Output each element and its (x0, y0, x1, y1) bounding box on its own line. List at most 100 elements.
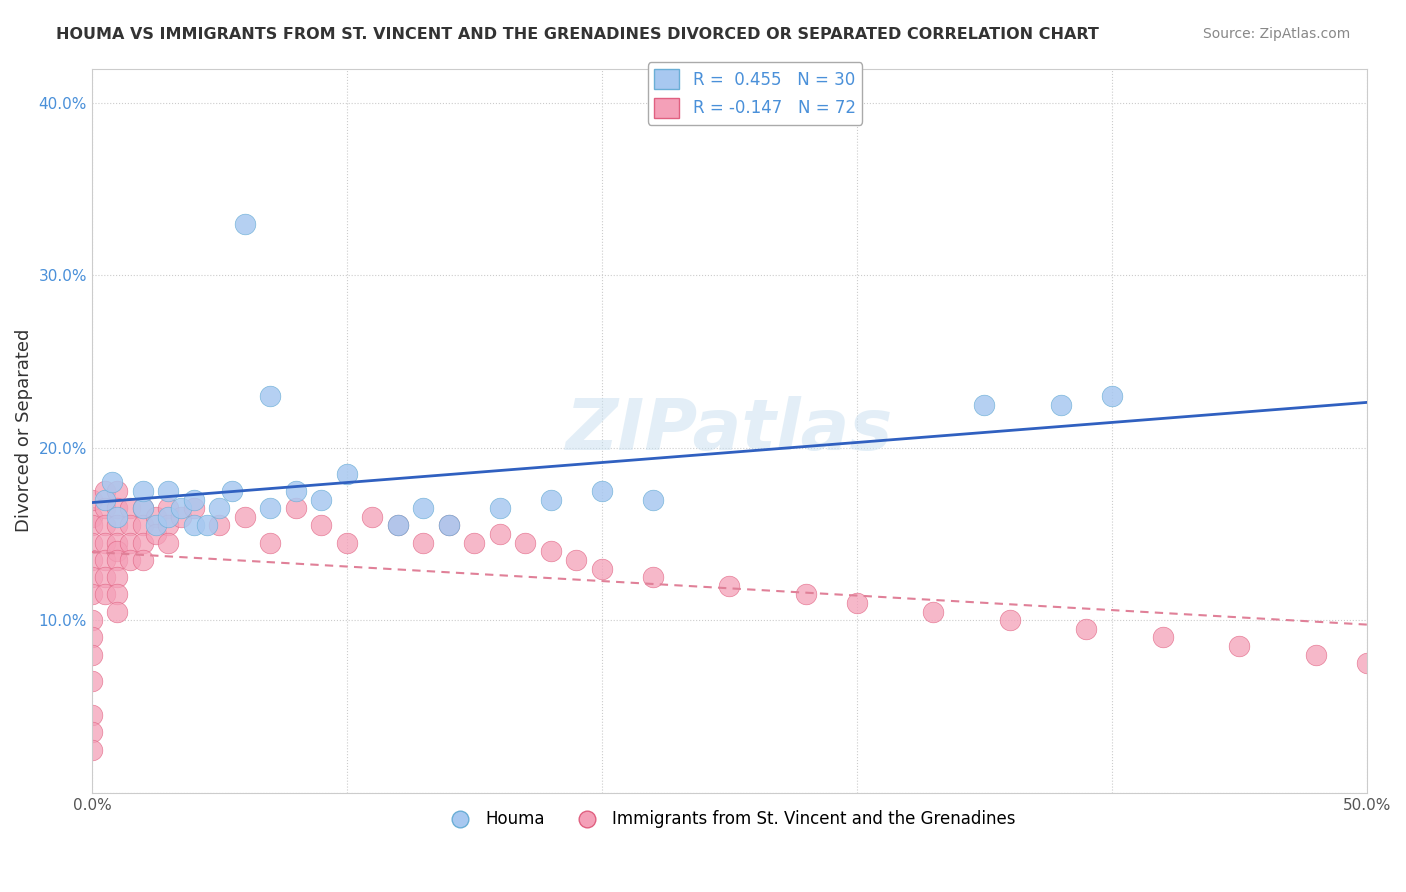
Point (515, 535, 537, 549)
Point (101, 475, 124, 490)
Point (489, 527, 512, 541)
Point (794, 587, 817, 601)
Point (489, 501, 512, 516)
Point (120, 518, 142, 533)
Point (80, 553, 103, 567)
Point (284, 483, 307, 498)
Point (387, 518, 409, 533)
Point (145, 509, 167, 524)
Point (107, 587, 129, 601)
Point (80, 570, 103, 584)
Point (93, 553, 115, 567)
Point (107, 553, 129, 567)
Point (233, 509, 256, 524)
Point (437, 518, 460, 533)
Point (145, 518, 167, 533)
Point (93, 518, 115, 533)
Point (93, 587, 115, 601)
Point (80, 518, 103, 533)
Point (132, 535, 155, 549)
Point (259, 389, 281, 403)
Point (107, 501, 129, 516)
Point (132, 518, 155, 533)
Point (80, 631, 103, 645)
Point (641, 570, 664, 584)
Point (80, 725, 103, 739)
Point (170, 509, 193, 524)
Point (233, 217, 256, 231)
Point (311, 492, 333, 507)
Point (80, 492, 103, 507)
Point (718, 579, 741, 593)
Point (157, 509, 180, 524)
Y-axis label: Divorced or Separated: Divorced or Separated (15, 329, 32, 533)
Point (311, 518, 333, 533)
Point (157, 483, 180, 498)
Point (259, 501, 281, 516)
Point (120, 501, 142, 516)
Point (183, 492, 205, 507)
Point (208, 501, 231, 516)
Point (591, 561, 613, 575)
Point (1355, 657, 1378, 671)
Point (93, 535, 115, 549)
Point (93, 570, 115, 584)
Point (145, 527, 167, 541)
Point (412, 501, 434, 516)
Point (336, 467, 359, 481)
Point (565, 553, 588, 567)
Point (157, 535, 180, 549)
Point (80, 673, 103, 688)
Point (973, 398, 995, 412)
Point (845, 596, 868, 610)
Point (93, 492, 115, 507)
Point (132, 501, 155, 516)
Point (195, 518, 218, 533)
Point (80, 708, 103, 723)
Text: ZIPatlas: ZIPatlas (565, 396, 893, 465)
Point (221, 483, 243, 498)
Point (1227, 639, 1250, 653)
Point (107, 570, 129, 584)
Point (183, 501, 205, 516)
Point (1305, 648, 1327, 662)
Point (361, 509, 384, 524)
Point (107, 535, 129, 549)
Point (336, 535, 359, 549)
Point (1076, 622, 1098, 636)
Point (641, 492, 664, 507)
Point (183, 518, 205, 533)
Point (80, 613, 103, 627)
Point (107, 605, 129, 619)
Point (120, 553, 142, 567)
Point (208, 518, 231, 533)
Point (107, 518, 129, 533)
Text: Source: ZipAtlas.com: Source: ZipAtlas.com (1202, 27, 1350, 41)
Point (93, 501, 115, 516)
Text: HOUMA VS IMMIGRANTS FROM ST. VINCENT AND THE GRENADINES DIVORCED OR SEPARATED CO: HOUMA VS IMMIGRANTS FROM ST. VINCENT AND… (56, 27, 1099, 42)
Point (157, 518, 180, 533)
Point (1152, 631, 1174, 645)
Point (107, 544, 129, 558)
Point (80, 535, 103, 549)
Point (80, 648, 103, 662)
Point (540, 492, 562, 507)
Point (998, 613, 1021, 627)
Point (170, 501, 193, 516)
Point (591, 483, 613, 498)
Point (107, 509, 129, 524)
Point (80, 509, 103, 524)
Point (157, 501, 180, 516)
Point (922, 605, 945, 619)
Point (463, 535, 485, 549)
Point (132, 501, 155, 516)
Point (80, 742, 103, 756)
Point (259, 535, 281, 549)
Point (93, 483, 115, 498)
Point (132, 483, 155, 498)
Point (120, 535, 142, 549)
Point (1101, 389, 1123, 403)
Point (437, 518, 460, 533)
Point (132, 553, 155, 567)
Point (80, 587, 103, 601)
